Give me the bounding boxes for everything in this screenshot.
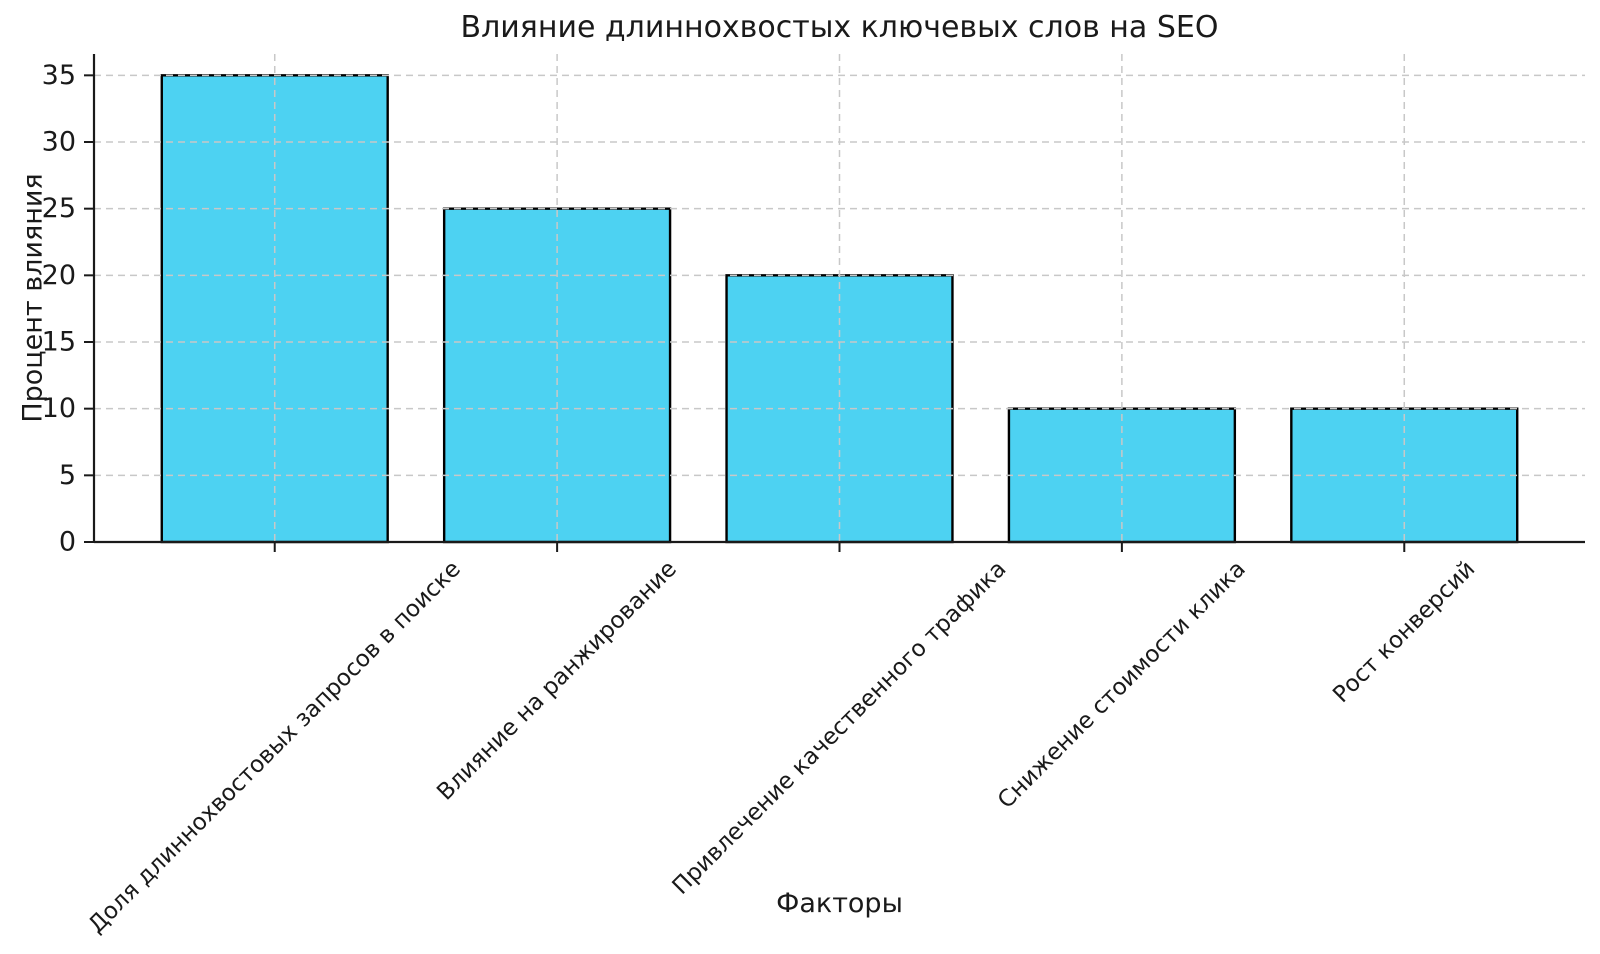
- y-tick-label: 5: [59, 460, 76, 491]
- y-tick-label: 20: [42, 260, 76, 291]
- y-tick-label: 25: [42, 193, 76, 224]
- x-tick-label: Привлечение качественного трафика: [668, 556, 1012, 900]
- x-tick-label: Влияние на ранжирование: [432, 556, 682, 806]
- y-axis-label: Процент влияния: [17, 173, 49, 423]
- chart-title: Влияние длиннохвостых ключевых слов на S…: [460, 10, 1219, 45]
- y-tick-label: 35: [42, 60, 76, 91]
- y-tick-label: 15: [42, 327, 76, 358]
- y-tick-label: 30: [42, 127, 76, 158]
- x-tick-label: Доля длиннохвостовых запросов в поиске: [84, 556, 466, 938]
- y-tick-label: 0: [59, 527, 76, 558]
- x-tick-label: Снижение стоимости клика: [993, 556, 1251, 814]
- x-axis-label: Факторы: [776, 888, 903, 919]
- y-tick-label: 10: [42, 393, 76, 424]
- x-tick-label: Рост конверсий: [1328, 556, 1480, 708]
